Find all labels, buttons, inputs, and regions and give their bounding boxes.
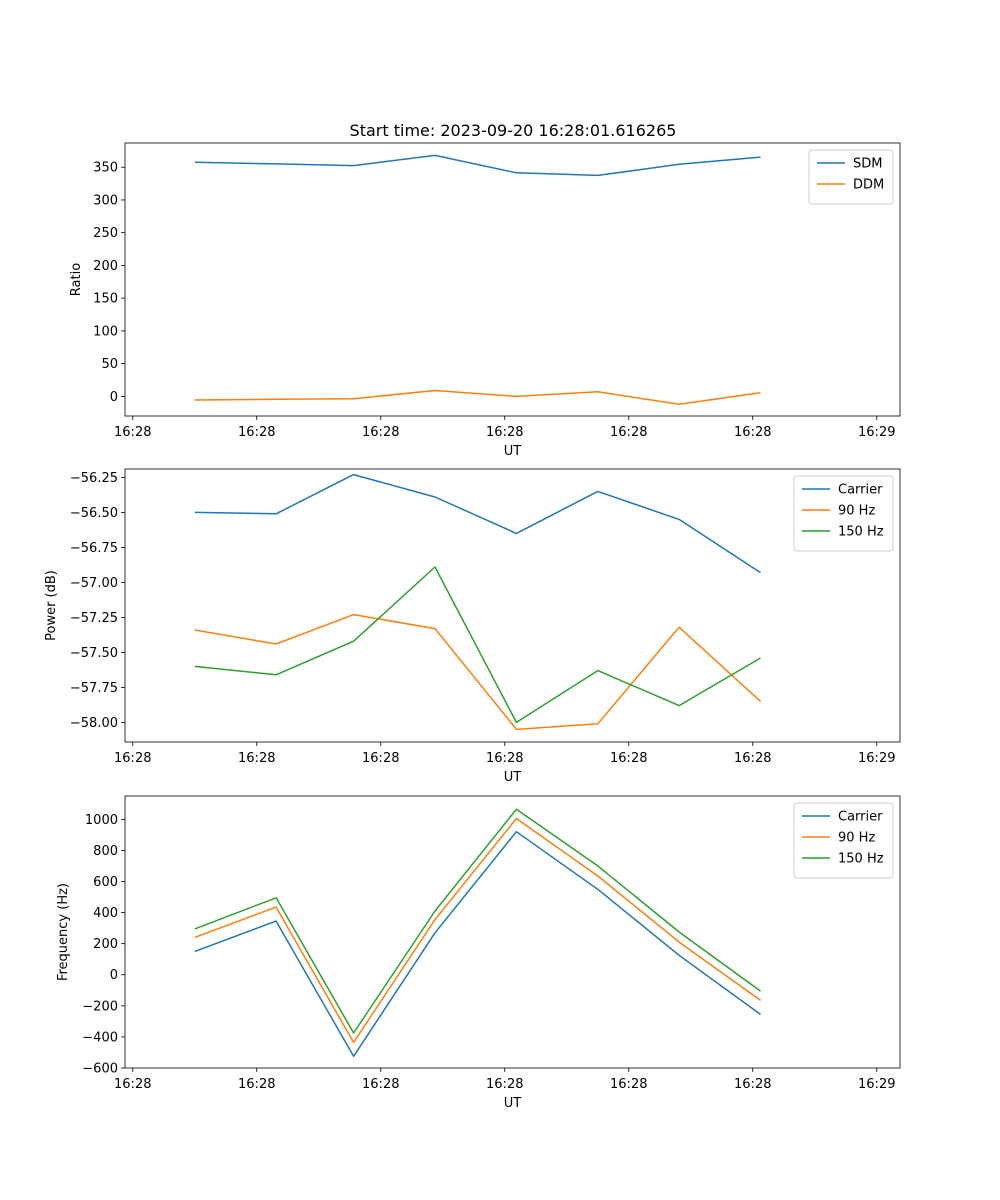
frequency-legend-label: Carrier: [838, 810, 883, 825]
power-y-tick-label: −57.00: [70, 576, 118, 591]
frequency-y-tick-label: 400: [93, 906, 118, 921]
ratio-x-tick-label: 16:28: [238, 425, 275, 440]
power-legend-box: [793, 475, 894, 552]
power-y-tick-label: −57.25: [70, 611, 118, 626]
frequency-y-tick-label: 0: [110, 968, 118, 983]
frequency-legend-label: 90 Hz: [838, 831, 875, 846]
power-x-tick-label: 16:28: [362, 751, 399, 766]
chart-title: Start time: 2023-09-20 16:28:01.616265: [350, 121, 677, 140]
frequency-x-tick-label: 16:28: [362, 1077, 399, 1092]
frequency-x-tick-label: 16:29: [858, 1077, 895, 1092]
power-x-tick-label: 16:28: [238, 751, 275, 766]
power-y-tick-label: −57.75: [70, 681, 118, 696]
power-x-axis-label: UT: [504, 770, 522, 785]
ratio-y-tick-label: 350: [93, 161, 118, 176]
ratio-legend-label: DDM: [853, 178, 884, 193]
ratio-x-tick-label: 16:28: [362, 425, 399, 440]
power-series-90-hz-line: [194, 613, 762, 731]
ratio-series-sdm-line: [194, 154, 761, 177]
ratio-y-tick-label: 150: [93, 292, 118, 307]
ratio-x-axis-label: UT: [504, 444, 522, 459]
power-y-tick-label: −56.75: [70, 541, 118, 556]
power-y-axis-label: Power (dB): [44, 570, 59, 641]
frequency-x-tick-label: 16:28: [238, 1077, 275, 1092]
frequency-legend: Carrier 90 Hz 150 Hz: [793, 802, 894, 879]
frequency-y-tick-label: 1000: [85, 813, 118, 828]
power-y-tick-label: −58.00: [70, 716, 118, 731]
frequency-y-tick-label: 800: [93, 844, 118, 859]
frequency-y-tick-label: −600: [82, 1062, 118, 1077]
ratio-y-tick-label: 50: [101, 357, 118, 372]
frequency-y-tick-label: −400: [82, 1030, 118, 1045]
power-x-tick-label: 16:29: [858, 751, 895, 766]
power-y-tick-label: −56.50: [70, 506, 118, 521]
ratio-legend: SDM DDM: [808, 149, 894, 205]
frequency-y-axis-label: Frequency (Hz): [56, 883, 71, 981]
power-panel: 16:28 16:28 16:28 16:28 16:28 16:28 16:29 −56.2…: [44, 468, 901, 785]
frequency-x-tick-label: 16:28: [114, 1077, 151, 1092]
frequency-series-150-hz-line: [194, 808, 761, 1034]
ratio-x-tick-label: 16:28: [486, 425, 523, 440]
ratio-x-tick-label: 16:29: [858, 425, 895, 440]
power-series-carrier-line: [194, 473, 761, 574]
power-legend-label: Carrier: [838, 483, 883, 498]
frequency-y-tick-label: 200: [93, 937, 118, 952]
power-y-tick-label: −56.25: [70, 471, 118, 486]
frequency-legend-box: [793, 802, 894, 879]
ratio-legend-label: SDM: [853, 157, 882, 172]
frequency-legend-label: 150 Hz: [838, 852, 884, 867]
power-legend-label: 150 Hz: [838, 525, 884, 540]
ratio-x-tick-label: 16:28: [610, 425, 647, 440]
power-series-150-hz-line: [194, 566, 761, 724]
frequency-x-tick-label: 16:28: [734, 1077, 771, 1092]
ratio-panel: 16:28 16:28 16:28 16:28 16:28 16:28 16:29 0 50 10…: [69, 142, 901, 459]
frequency-axes-frame: [124, 795, 901, 1069]
ratio-y-tick-label: 100: [93, 324, 118, 339]
power-x-tick-label: 16:28: [734, 751, 771, 766]
frequency-x-tick-label: 16:28: [610, 1077, 647, 1092]
ratio-y-tick-label: 250: [93, 226, 118, 241]
ratio-y-tick-label: 0: [110, 390, 118, 405]
power-legend-label: 90 Hz: [838, 504, 875, 519]
frequency-x-tick-label: 16:28: [486, 1077, 523, 1092]
power-x-tick-label: 16:28: [114, 751, 151, 766]
frequency-x-axis-label: UT: [504, 1096, 522, 1111]
ratio-y-tick-label: 300: [93, 193, 118, 208]
frequency-panel: 16:28 16:28 16:28 16:28 16:28 16:28 16:29 −600 −…: [56, 795, 901, 1111]
ratio-axes-frame: [124, 142, 901, 417]
power-axes-frame: [124, 468, 901, 743]
ratio-series-ddm-line: [194, 389, 761, 405]
ratio-x-tick-label: 16:28: [114, 425, 151, 440]
ratio-y-tick-label: 200: [93, 259, 118, 274]
power-x-tick-label: 16:28: [610, 751, 647, 766]
power-legend: Carrier 90 Hz 150 Hz: [793, 475, 894, 552]
frequency-series-90-hz-line: [194, 817, 761, 1044]
power-x-tick-label: 16:28: [486, 751, 523, 766]
power-y-tick-label: −57.50: [70, 646, 118, 661]
ratio-y-axis-label: Ratio: [69, 263, 84, 296]
frequency-series-carrier-line: [194, 830, 761, 1058]
ratio-x-tick-label: 16:28: [734, 425, 771, 440]
frequency-y-tick-label: 600: [93, 875, 118, 890]
frequency-y-tick-label: −200: [82, 999, 118, 1014]
